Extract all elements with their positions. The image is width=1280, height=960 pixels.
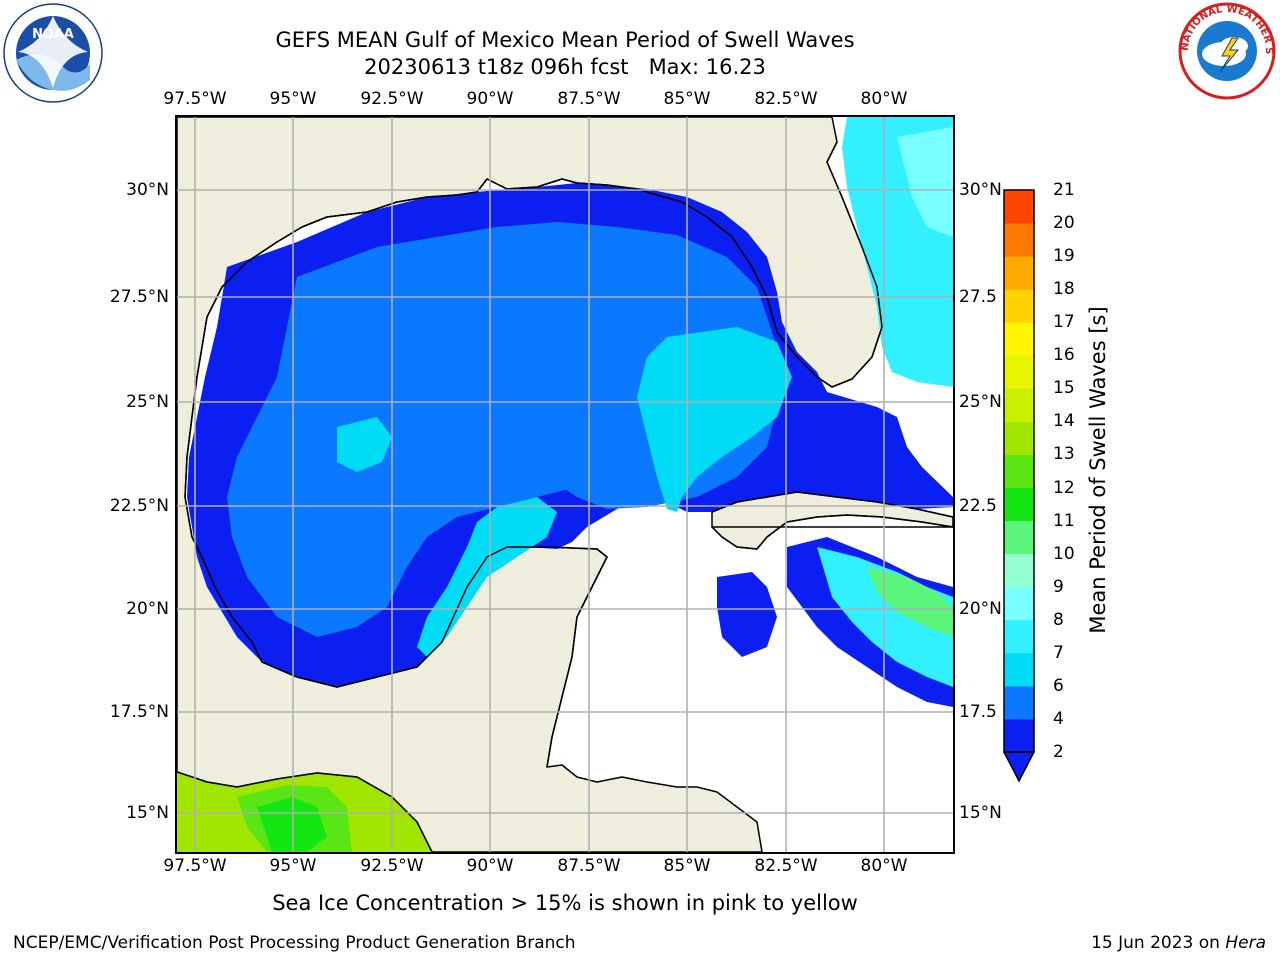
lon-tick-bottom: 90°W [466,856,514,876]
lat-tick-left: 25°N [126,392,169,412]
colorbar-tick-label: 4 [1053,708,1064,729]
colorbar-swatch [1004,586,1034,621]
colorbar-tick-label: 10 [1053,543,1075,564]
lon-tick-top: 95°W [269,89,317,109]
colorbar-swatch [1004,520,1034,555]
lat-tick-right: 17.5 [959,702,997,722]
lat-tick-left: 27.5°N [109,287,169,307]
colorbar-tick-label: 13 [1053,444,1075,465]
colorbar-tick-label: 2 [1053,742,1064,762]
lon-tick-top: 80°W [860,89,908,109]
colorbar-tick-label: 20 [1053,213,1075,234]
lat-tick-left: 15°N [126,803,169,823]
footer-date-text: 15 Jun 2023 on [1091,933,1226,953]
lon-tick-top: 97.5°W [163,89,227,109]
colorbar-swatch [1004,685,1034,720]
lat-tick-right: 25°N [959,392,1002,412]
lat-tick-right: 27.5 [959,287,997,307]
lat-tick-left: 17.5°N [109,702,169,722]
lat-tick-right: 30°N [959,180,1002,200]
colorbar-swatch [1004,718,1034,753]
lon-tick-bottom: 95°W [269,856,317,876]
colorbar-swatches [1004,190,1035,753]
lon-tick-bottom: 82.5°W [754,856,818,876]
colorbar-swatch [1004,289,1034,323]
colorbar-swatch [1004,487,1034,522]
colorbar-swatch [1004,256,1034,290]
lon-tick-bottom: 92.5°W [360,856,424,876]
swell-field [177,117,953,852]
colorbar-tick-label: 7 [1053,642,1064,663]
lat-tick-right: 22.5 [959,496,997,516]
lon-tick-bottom: 87.5°W [557,856,621,876]
footer-host: Hera [1225,933,1266,953]
sea-ice-note: Sea Ice Concentration > 15% is shown in … [272,891,858,915]
lon-tick-bottom: 80°W [860,856,908,876]
colorbar-tick-label: 8 [1053,609,1064,630]
nws-logo: NATIONAL WEATHER SERVICE [1176,2,1276,100]
footer-date: 15 Jun 2023 on Hera [1091,933,1266,953]
colorbar [1003,189,1035,782]
lon-tick-top: 87.5°W [557,89,621,109]
colorbar-swatch [1004,619,1034,654]
colorbar-tick-label: 16 [1053,345,1075,366]
lon-tick-bottom: 97.5°W [163,856,227,876]
colorbar-tick-label: 21 [1053,180,1075,200]
colorbar-tick-label: 15 [1053,378,1075,399]
lat-tick-right: 15°N [959,803,1002,823]
colorbar-tick-label: 6 [1053,675,1064,696]
colorbar-tick-label: 9 [1053,576,1064,597]
colorbar-swatch [1004,223,1034,257]
colorbar-tick-label: 19 [1053,246,1075,267]
colorbar-swatch [1004,355,1034,389]
colorbar-swatch [1004,553,1034,588]
colorbar-tick-label: 12 [1053,477,1075,498]
lon-tick-bottom: 85°W [663,856,711,876]
lon-tick-top: 92.5°W [360,89,424,109]
graticule [177,117,953,852]
colorbar-swatch [1004,388,1034,422]
colorbar-tick-label: 18 [1053,279,1075,300]
colorbar-swatch [1004,454,1034,489]
colorbar-swatch [1004,322,1034,356]
lat-tick-left: 20°N [126,599,169,619]
colorbar-tick-label: 17 [1053,312,1075,333]
colorbar-tick-label: 14 [1053,411,1075,432]
colorbar-tick-label: 11 [1053,510,1075,531]
colorbar-title: Mean Period of Swell Waves [s] [1086,306,1110,634]
lon-tick-top: 90°W [466,89,514,109]
swell-period-map [175,115,955,854]
colorbar-swatch [1004,652,1034,687]
colorbar-extend-arrow [1003,751,1035,782]
svg-text:NOAA: NOAA [32,27,74,42]
colorbar-swatch [1004,421,1034,455]
map-subtitle: 20230613 t18z 096h fcst Max: 16.23 [364,55,766,79]
footer-credit: NCEP/EMC/Verification Post Processing Pr… [13,933,576,953]
map-title: GEFS MEAN Gulf of Mexico Mean Period of … [275,28,855,52]
lat-tick-right: 20°N [959,599,1002,619]
noaa-logo: NOAA [3,3,103,103]
lon-tick-top: 82.5°W [754,89,818,109]
lat-tick-left: 30°N [126,180,169,200]
lon-tick-top: 85°W [663,89,711,109]
colorbar-swatch [1004,190,1034,224]
lat-tick-left: 22.5°N [109,496,169,516]
